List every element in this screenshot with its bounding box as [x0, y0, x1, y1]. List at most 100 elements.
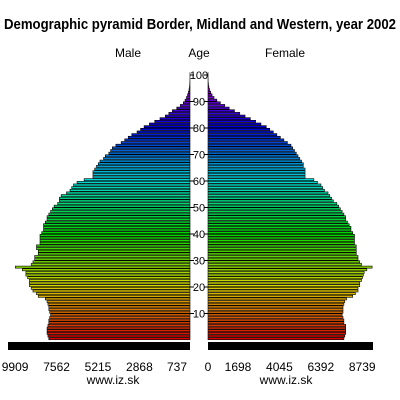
- female-bar-age-91: [207, 96, 215, 99]
- female-bar-age-3: [207, 329, 346, 333]
- female-bar-age-26: [207, 268, 368, 272]
- male-bar-age-86: [172, 109, 191, 113]
- male-bar-age-81: [149, 122, 191, 126]
- female-bar-age-15: [207, 297, 347, 301]
- male-bar-age-82: [154, 120, 191, 123]
- age-label: Age: [188, 46, 210, 60]
- female-bar-age-4: [207, 326, 346, 330]
- female-bar-age-57: [207, 186, 324, 189]
- female-bar-age-21: [207, 281, 361, 285]
- male-label: Male: [115, 46, 141, 60]
- female-bar-age-87: [207, 106, 230, 110]
- female-bar-age-56: [207, 188, 325, 192]
- female-bar-age-27: [207, 265, 373, 269]
- male-bar-age-14: [46, 300, 191, 303]
- male-tick-label: 7562: [43, 360, 70, 374]
- male-bar-age-17: [36, 292, 191, 295]
- male-bar-age-15: [44, 297, 191, 301]
- male-bar-age-56: [69, 188, 191, 192]
- female-bar-age-11: [207, 308, 344, 311]
- male-bar-age-49: [52, 207, 191, 211]
- female-bar-age-55: [207, 191, 329, 195]
- female-tick-label: 6392: [307, 360, 334, 374]
- male-bar-age-93: [188, 90, 191, 94]
- male-bar-age-51: [57, 202, 191, 205]
- male-bar-age-1: [47, 334, 191, 338]
- male-bar-age-0: [48, 337, 191, 341]
- female-bar-age-69: [207, 154, 299, 158]
- age-tick-label: 100: [190, 70, 208, 82]
- male-bar-age-84: [164, 114, 191, 118]
- male-bar-age-63: [92, 170, 191, 174]
- female-bar-age-13: [207, 302, 345, 306]
- male-tick-label: 9909: [2, 360, 29, 374]
- male-bar-age-20: [29, 284, 191, 288]
- male-bar-age-69: [104, 154, 191, 158]
- female-bar-age-29: [207, 260, 361, 264]
- female-bar-age-34: [207, 247, 357, 250]
- female-bar-age-38: [207, 236, 355, 240]
- male-bar-age-9: [50, 313, 191, 317]
- female-bar-age-62: [207, 173, 306, 176]
- male-bar-age-22: [29, 279, 191, 282]
- male-tick-label: 5215: [85, 360, 112, 374]
- female-bar-age-20: [207, 284, 361, 288]
- female-bar-age-28: [207, 263, 362, 266]
- female-bar-age-33: [207, 249, 357, 253]
- female-bar-age-31: [207, 255, 359, 258]
- female-bar-age-5: [207, 324, 346, 327]
- female-bar-age-24: [207, 273, 364, 277]
- male-bar-age-89: [182, 101, 191, 105]
- female-bar-age-45: [207, 218, 346, 221]
- male-bar-age-60: [83, 178, 191, 182]
- age-tick-label: 70: [193, 150, 205, 162]
- female-bar-age-6: [207, 321, 345, 325]
- male-bars: [14, 72, 191, 341]
- male-bar-age-62: [92, 173, 191, 176]
- female-bar-age-66: [207, 162, 304, 166]
- male-bar-age-24: [25, 273, 191, 277]
- male-bar-age-88: [179, 104, 191, 107]
- male-bar-age-74: [120, 141, 191, 144]
- female-bar-age-75: [207, 138, 285, 142]
- female-bar-age-30: [207, 257, 359, 261]
- female-bar-age-22: [207, 279, 362, 282]
- male-bar-age-21: [29, 281, 191, 285]
- female-bar-age-14: [207, 300, 346, 303]
- male-bar-age-77: [131, 133, 191, 136]
- female-bar-age-44: [207, 220, 348, 224]
- male-bar-age-8: [49, 316, 191, 319]
- female-bar-age-85: [207, 112, 241, 115]
- female-bar-age-32: [207, 252, 357, 256]
- female-bar-age-39: [207, 233, 355, 237]
- female-bar-age-88: [207, 104, 226, 107]
- female-bar-age-76: [207, 135, 281, 139]
- male-bar-age-85: [168, 112, 191, 115]
- female-tick-label: 4045: [266, 360, 293, 374]
- female-bar-age-94: [207, 88, 210, 91]
- male-bar-age-78: [136, 130, 191, 134]
- male-bar-age-76: [127, 135, 191, 139]
- female-bar-age-92: [207, 93, 213, 97]
- male-bar-age-42: [43, 226, 191, 229]
- male-bar-age-90: [184, 98, 191, 102]
- male-bar-age-75: [124, 138, 191, 142]
- male-bar-age-18: [32, 289, 191, 293]
- x-axes: 9909 7562 5215 2868 737 0 1698 4045 6392 8739: [2, 342, 376, 374]
- female-bar-age-68: [207, 157, 301, 160]
- female-bar-age-61: [207, 175, 306, 179]
- female-bar-age-36: [207, 241, 355, 245]
- female-bar-age-16: [207, 294, 354, 298]
- age-tick-label: 90: [193, 97, 205, 109]
- male-tick-label: 737: [167, 360, 187, 374]
- female-bar-age-77: [207, 133, 278, 136]
- female-axis-bar: [208, 342, 373, 350]
- male-tick-label: 2868: [126, 360, 153, 374]
- female-bar-age-52: [207, 199, 334, 203]
- female-bar-age-89: [207, 101, 221, 105]
- male-bar-age-67: [99, 159, 191, 163]
- male-bar-age-32: [37, 252, 191, 256]
- age-tick-label: 60: [193, 176, 205, 188]
- male-bar-age-30: [34, 257, 191, 261]
- male-bar-age-87: [176, 106, 191, 110]
